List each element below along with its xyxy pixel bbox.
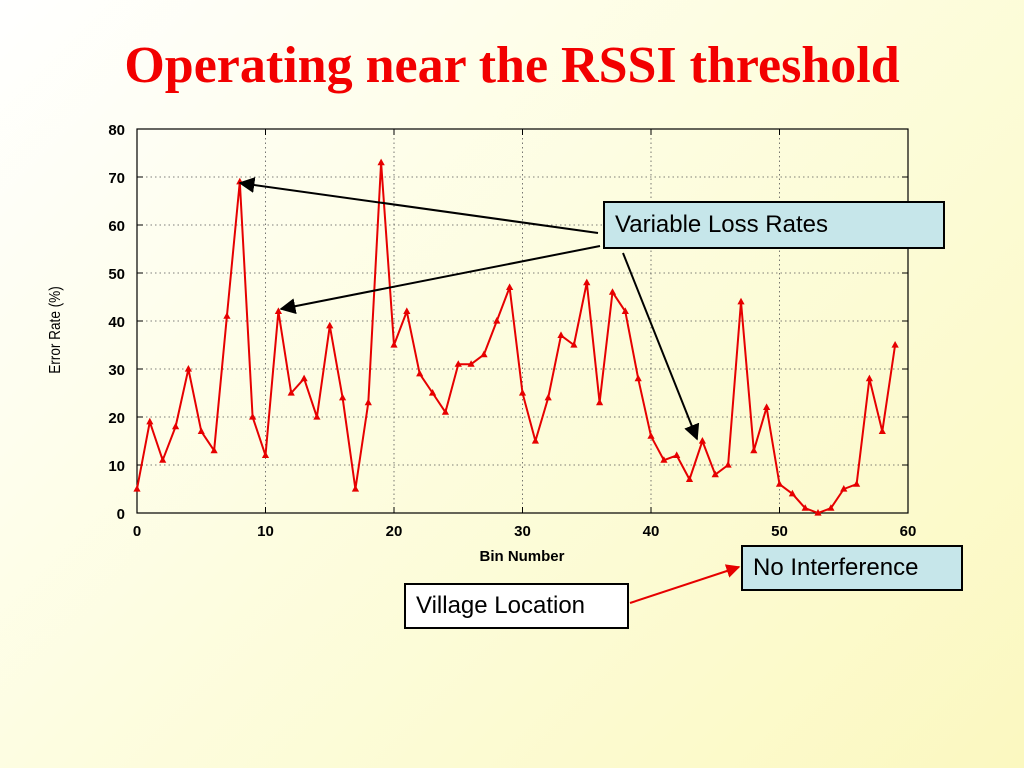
data-point-marker xyxy=(133,485,141,492)
data-point-marker xyxy=(531,437,539,444)
x-axis-label: Bin Number xyxy=(479,548,564,565)
data-point-marker xyxy=(596,398,604,406)
y-tick-label: 40 xyxy=(108,314,125,331)
data-point-marker xyxy=(634,374,642,382)
x-tick-label: 0 xyxy=(133,523,141,540)
data-point-marker xyxy=(377,158,385,166)
data-point-marker xyxy=(557,331,565,338)
data-point-marker xyxy=(840,485,848,492)
x-tick-label: 60 xyxy=(900,523,917,540)
series-line xyxy=(136,161,897,514)
annotation-arrow-to-bin-44 xyxy=(622,252,700,441)
data-point-marker xyxy=(814,509,822,516)
data-point-marker xyxy=(441,408,449,415)
y-tick-label: 10 xyxy=(108,458,125,475)
series-error-rate xyxy=(133,158,899,516)
data-point-marker xyxy=(223,312,231,319)
data-point-marker xyxy=(210,446,218,454)
x-tick-label: 10 xyxy=(257,523,274,540)
y-tick-label: 60 xyxy=(108,218,125,235)
data-point-marker xyxy=(660,456,668,463)
x-tick-label: 40 xyxy=(643,523,660,540)
y-tick-label: 50 xyxy=(108,266,125,283)
data-point-marker xyxy=(493,317,501,324)
data-point-marker xyxy=(775,480,784,487)
x-tick-label: 20 xyxy=(386,523,403,540)
data-point-marker xyxy=(159,456,167,463)
data-point-marker xyxy=(621,307,629,314)
data-point-marker xyxy=(184,365,192,372)
slide-title: Operating near the RSSI threshold xyxy=(124,37,900,94)
data-point-marker xyxy=(570,341,578,348)
data-point-marker xyxy=(172,422,180,430)
data-point-marker xyxy=(647,432,655,439)
data-point-marker xyxy=(364,398,372,406)
data-point-marker xyxy=(146,417,154,425)
data-point-marker xyxy=(801,504,809,511)
variable-loss-rates-callout: Variable Loss Rates xyxy=(603,201,945,249)
data-point-marker xyxy=(878,427,886,434)
data-point-marker xyxy=(544,393,552,401)
data-point-marker xyxy=(673,451,681,458)
data-point-marker xyxy=(416,369,424,377)
y-axis-label: Error Rate (%) xyxy=(47,286,64,374)
data-point-marker xyxy=(287,389,295,396)
data-point-marker xyxy=(518,389,527,396)
data-point-marker xyxy=(608,288,617,295)
data-point-marker xyxy=(737,297,745,305)
y-tick-label: 80 xyxy=(108,122,125,139)
data-point-marker xyxy=(390,341,398,348)
data-point-marker xyxy=(261,451,270,458)
data-point-marker xyxy=(467,360,475,367)
x-tick-label: 50 xyxy=(771,523,788,540)
data-point-marker xyxy=(403,307,411,314)
data-point-marker xyxy=(506,283,514,290)
y-tick-label: 70 xyxy=(108,170,125,187)
data-point-marker xyxy=(865,374,873,382)
data-point-marker xyxy=(583,278,591,286)
data-point-marker xyxy=(750,446,758,454)
data-point-marker xyxy=(480,350,488,358)
data-point-marker xyxy=(428,389,437,396)
data-point-marker xyxy=(454,360,462,367)
data-point-marker xyxy=(313,413,321,420)
annotation-arrow-to-peak-11 xyxy=(279,245,601,315)
data-point-marker xyxy=(853,480,861,487)
annotation-arrow-to-peak-8 xyxy=(238,177,599,234)
no-interference-callout: No Interference xyxy=(741,545,963,591)
y-tick-label: 20 xyxy=(108,410,125,427)
plot-frame xyxy=(136,128,909,514)
axis-ticks: 0 10 20 30 40 50 60 70 80 0 10 20 30 40 50 60 xyxy=(108,122,916,540)
data-point-marker xyxy=(249,413,257,420)
data-point-marker xyxy=(339,393,347,401)
y-tick-label: 0 xyxy=(117,506,125,523)
data-point-marker xyxy=(698,437,706,444)
data-point-marker xyxy=(788,489,796,497)
data-point-marker xyxy=(351,485,360,492)
y-tick-label: 30 xyxy=(108,362,125,379)
data-point-marker xyxy=(326,321,334,329)
data-point-marker xyxy=(300,374,308,382)
data-point-marker xyxy=(685,475,694,482)
grid-lines xyxy=(137,129,908,513)
data-point-marker xyxy=(827,504,835,511)
village-location-callout: Village Location xyxy=(404,583,629,629)
annotation-arrow-no-interference xyxy=(629,564,741,604)
data-point-marker xyxy=(891,341,899,348)
data-point-marker xyxy=(724,461,732,468)
data-point-marker xyxy=(197,427,205,434)
data-point-marker xyxy=(763,403,771,410)
x-tick-label: 30 xyxy=(514,523,531,540)
data-point-marker xyxy=(711,470,719,478)
